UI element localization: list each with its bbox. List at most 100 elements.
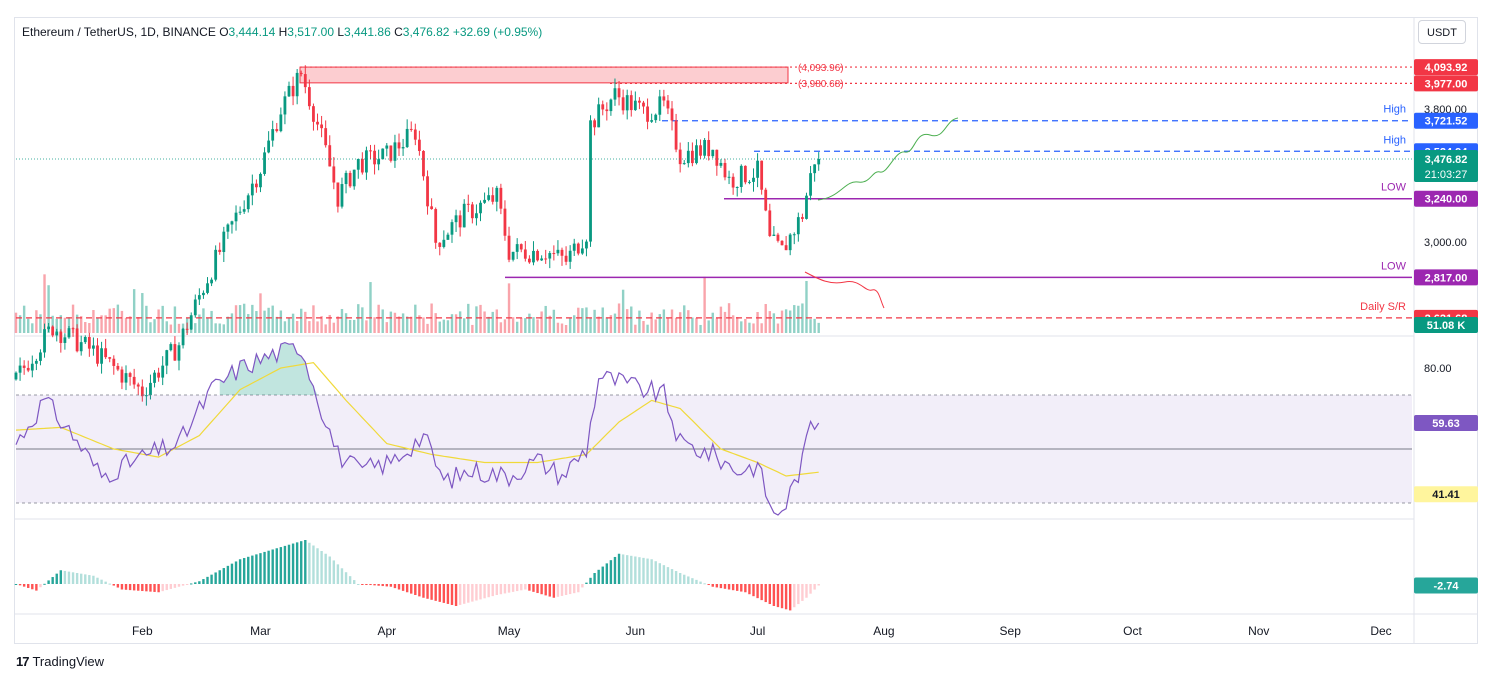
volume-bar (67, 317, 71, 333)
volume-bar (418, 315, 421, 333)
macd-bar (218, 570, 221, 584)
volume-bar (39, 314, 42, 333)
macd-bar (365, 584, 368, 585)
volume-bar (173, 306, 177, 333)
macd-bar (120, 584, 124, 590)
volume-bar (255, 311, 258, 333)
macd-bar (483, 584, 486, 599)
volume-bar (646, 324, 649, 333)
macd-bar (132, 584, 136, 591)
candle-body (132, 376, 136, 385)
volume-bar (446, 320, 450, 333)
volume-bar (556, 322, 560, 333)
macd-bar (14, 584, 18, 585)
volume-bar (377, 304, 380, 333)
candle-body (55, 331, 59, 336)
volume-bar (100, 315, 103, 333)
candle-body (14, 372, 18, 380)
volume-bar (348, 319, 352, 333)
resistance-zone-bottom-text: (3,980.68) (798, 79, 844, 90)
candle-body (475, 213, 478, 219)
candle-body (409, 128, 413, 130)
level-price-tag-bg (1414, 112, 1478, 129)
volume-bar (683, 305, 686, 333)
time-axis-tick: Sep (1000, 624, 1022, 638)
candle-body (169, 344, 173, 351)
volume-bar (715, 318, 719, 333)
volume-bar (157, 309, 160, 333)
volume-bar (536, 319, 539, 333)
macd-bar (279, 547, 283, 584)
candle-body (303, 74, 307, 88)
volume-bar (259, 293, 262, 333)
countdown-text: 21:03:27 (1425, 169, 1468, 181)
macd-bar (63, 570, 67, 584)
macd-bar (687, 576, 690, 584)
volume-bar (27, 318, 30, 333)
candle-body (246, 195, 250, 210)
macd-bar (300, 541, 303, 584)
volume-bar (752, 323, 755, 333)
macd-bar (691, 578, 694, 584)
candle-body (430, 206, 434, 210)
close-value: 3,476.82 (402, 25, 450, 39)
macd-bar (532, 584, 535, 592)
candle-body (483, 199, 486, 203)
candle-body (638, 100, 641, 103)
candle-body (79, 342, 83, 352)
volume-bar (797, 305, 800, 333)
volume-bar (454, 314, 458, 333)
candle-body (511, 251, 515, 260)
candle-body (320, 124, 323, 129)
candle-body (116, 365, 120, 370)
volume-bar (491, 311, 494, 333)
candle-body (654, 114, 658, 121)
candle-body (564, 255, 568, 262)
symbol-title[interactable]: Ethereum / TetherUS, 1D, BINANCE (22, 25, 216, 39)
volume-bar (169, 324, 173, 333)
macd-bar (22, 584, 26, 587)
macd-bar (328, 556, 331, 584)
volume-bar (699, 324, 702, 333)
candle-body (662, 96, 666, 101)
macd-bar (410, 584, 413, 594)
macd-bar (267, 550, 270, 584)
macd-bar (756, 584, 759, 599)
candle-body (711, 149, 715, 157)
macd-bar (475, 584, 478, 601)
macd-bar (752, 584, 755, 597)
volume-bar (47, 285, 50, 333)
macd-bar (568, 584, 572, 595)
volume-bar (593, 309, 596, 333)
candle-body (556, 249, 560, 254)
volume-bar (324, 324, 327, 333)
macd-bar (242, 558, 246, 584)
candle-body (548, 253, 552, 259)
macd-bar (149, 584, 152, 592)
macd-bar (784, 584, 788, 610)
candle-body (263, 152, 266, 174)
candle-body (356, 158, 360, 170)
footer-brand[interactable]: 17 TradingView (16, 654, 104, 669)
rsi-value-tag: 59.63 (1414, 414, 1478, 431)
candle-body (544, 258, 548, 260)
volume-bar (340, 308, 344, 333)
candle-body (417, 139, 421, 151)
candle-body (214, 249, 218, 280)
macd-histogram (14, 540, 820, 611)
rsi-ma-line (15, 361, 819, 477)
volume-bar (528, 313, 531, 333)
candle-body (801, 217, 804, 219)
volume-bar (92, 310, 95, 333)
candle-body (621, 97, 625, 111)
bullish-projection-path (817, 117, 959, 201)
macd-bar (446, 584, 450, 604)
currency-selector[interactable]: USDT (1418, 20, 1466, 44)
macd-bar (247, 556, 250, 584)
volume-bar (373, 317, 376, 333)
macd-bar (112, 584, 115, 586)
volume-bar (271, 305, 274, 333)
candle-body (678, 149, 682, 165)
macd-bar (601, 566, 604, 584)
